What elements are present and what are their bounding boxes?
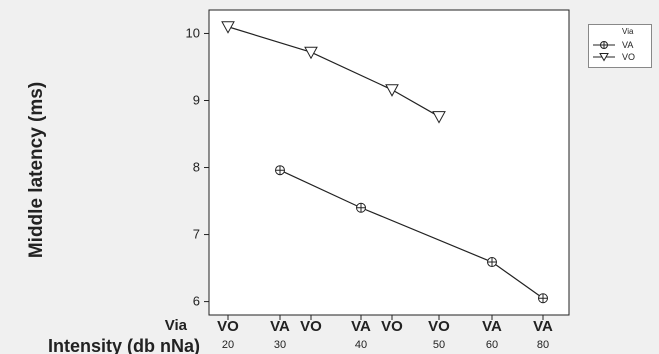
x-tick-label-intensity: 20: [222, 339, 234, 351]
x-tick-label-via: VO: [381, 318, 403, 335]
point-vo: [432, 111, 446, 124]
series-layer: [221, 21, 548, 304]
legend-marker-triangle-down: [599, 53, 609, 62]
y-tick-label: 6: [193, 294, 200, 309]
legend-title: Via: [622, 27, 634, 36]
legend-label-vo: VO: [622, 52, 635, 62]
point-vo: [385, 84, 399, 97]
x-tick-label-intensity: 60: [486, 339, 498, 351]
marker-cross: [356, 203, 366, 213]
legend: Via VA VO: [588, 24, 652, 68]
x-tick-label-intensity: 40: [355, 339, 367, 351]
y-tick-label: 10: [186, 25, 200, 40]
x-tick-label-intensity: 80: [537, 339, 549, 351]
x-tick-label-via: VA: [270, 318, 290, 335]
x-tick-label-via: VA: [482, 318, 502, 335]
marker-cross: [275, 165, 285, 175]
x-tick-label-intensity: 50: [433, 339, 445, 351]
plot-area: [208, 9, 570, 316]
point-vo: [221, 21, 235, 34]
series-line-vo: [227, 26, 440, 118]
y-axis-label: Middle latency (ms): [26, 82, 47, 258]
x-tick-label-via: VA: [533, 318, 553, 335]
point-va: [275, 165, 285, 176]
y-tick-label: 7: [193, 227, 200, 242]
series-line-va: [279, 169, 544, 299]
x-axis: VO 20 VA 30 VO VA 40 VO VO 50 VA 60 VA 80: [217, 315, 553, 351]
x-tick-label-intensity: 30: [274, 339, 286, 351]
point-va: [538, 293, 548, 304]
point-va: [356, 202, 366, 213]
point-va: [487, 257, 497, 268]
x-tick-label-via: VO: [428, 318, 450, 335]
y-tick-label: 9: [193, 92, 200, 107]
x-axis-label: Intensity (db nNa): [48, 336, 200, 354]
y-axis: 6 7 8 9 10: [186, 25, 209, 309]
point-vo: [304, 46, 318, 60]
x-tick-label-via: VO: [300, 318, 322, 335]
legend-entry-vo: VO: [593, 52, 635, 62]
legend-entry-va: VA: [593, 40, 633, 50]
marker-cross: [487, 257, 497, 267]
legend-graphics: Via VA VO: [593, 27, 635, 62]
via-label: Via: [165, 317, 188, 334]
x-tick-label-via: VO: [217, 318, 239, 335]
marker-cross: [538, 293, 548, 303]
legend-label-va: VA: [622, 40, 633, 50]
y-tick-label: 8: [193, 160, 200, 175]
x-tick-label-via: VA: [351, 318, 371, 335]
